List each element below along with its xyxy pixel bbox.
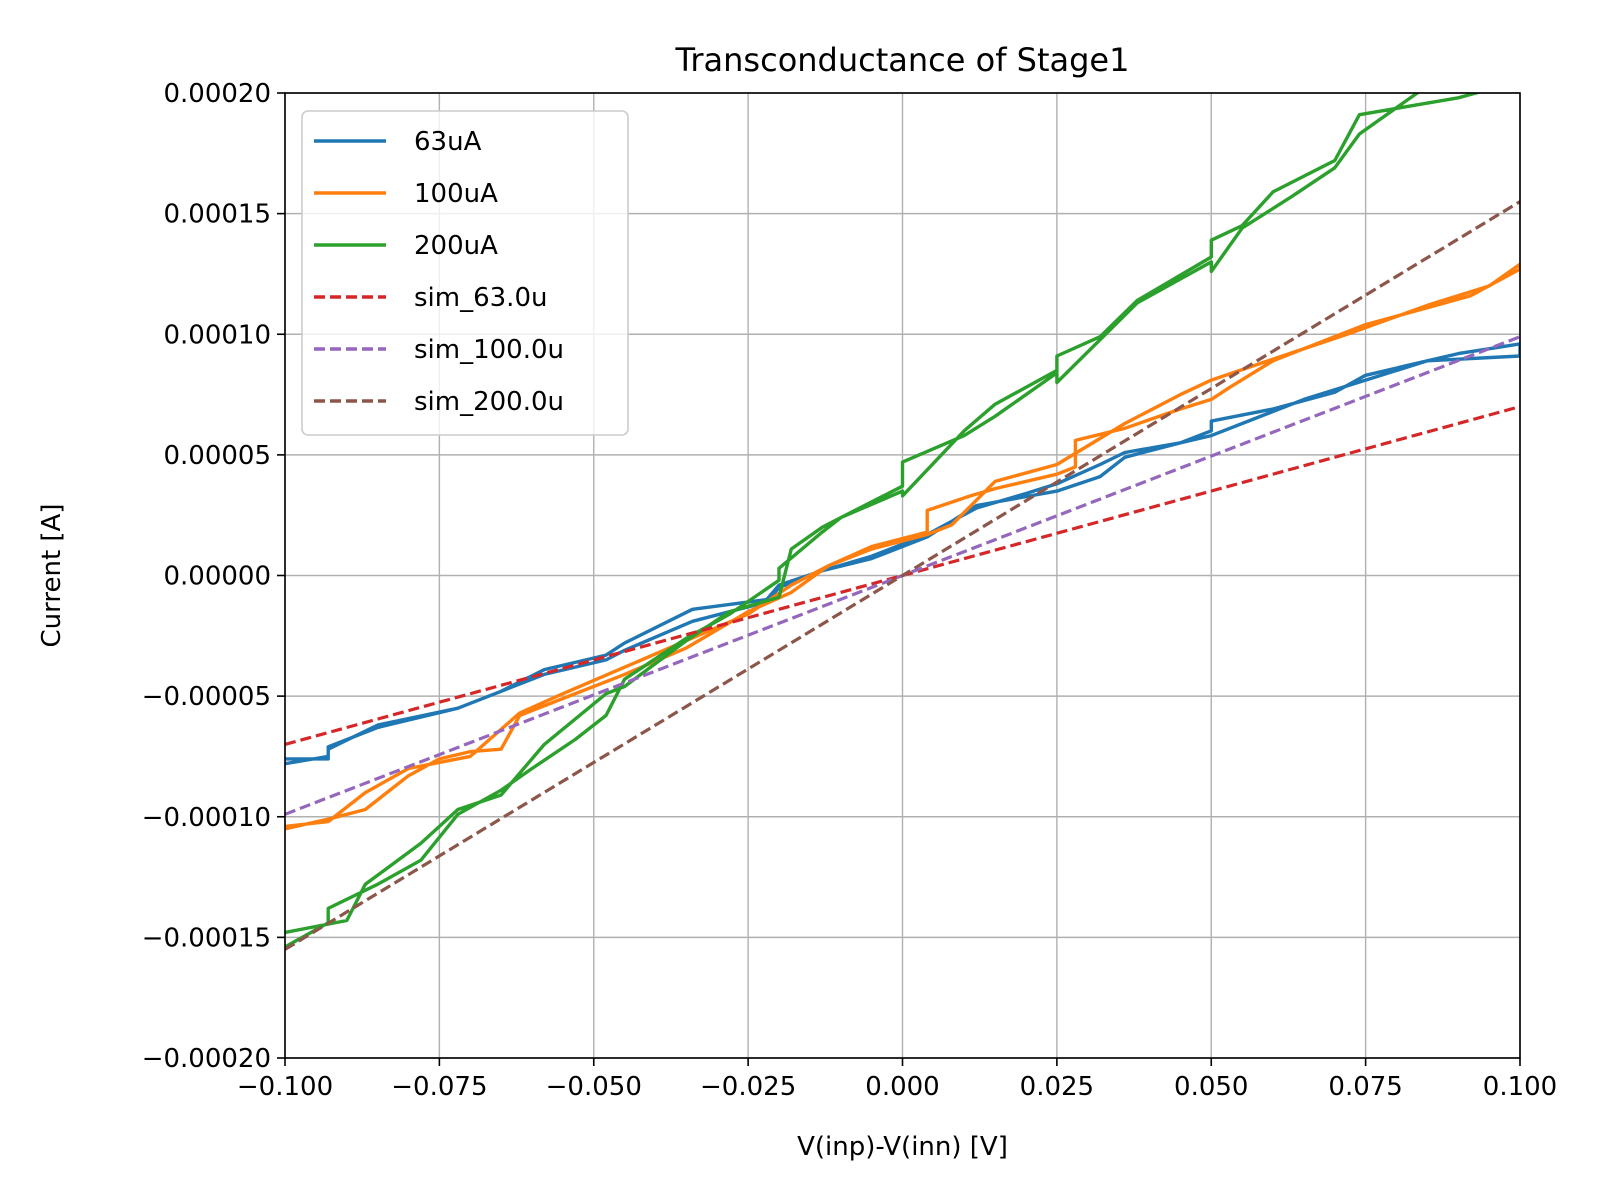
- chart-title: Transconductance of Stage1: [675, 41, 1130, 79]
- series-line-200ua: [285, 93, 1483, 949]
- y-tick-label: −0.00010: [142, 803, 271, 833]
- y-tick-label: −0.00020: [142, 1044, 271, 1074]
- x-tick-label: 0.100: [1483, 1072, 1557, 1102]
- legend-label: sim_63.0u: [414, 283, 547, 313]
- tick-group: −0.100 −0.075 −0.050 −0.025 0.000 0.025 0.050 0…: [142, 79, 1558, 1102]
- x-tick-label: −0.075: [391, 1072, 487, 1102]
- legend-label: 200uA: [414, 231, 498, 261]
- x-tick-label: 0.075: [1328, 1072, 1402, 1102]
- y-tick-label: −0.00005: [142, 682, 271, 712]
- legend-label: 100uA: [414, 179, 498, 209]
- series-group: [285, 93, 1520, 951]
- x-axis-title: V(inp)-V(inn) [V]: [797, 1132, 1008, 1162]
- y-axis-title: Current [A]: [37, 504, 67, 648]
- x-tick-label: −0.025: [700, 1072, 796, 1102]
- x-tick-label: −0.100: [237, 1072, 333, 1102]
- series-line-sim-200-0u: [285, 200, 1520, 951]
- legend: 63uA 100uA 200uA sim_63.0u sim_100.0u sim_200…: [301, 110, 629, 436]
- legend-label: 63uA: [414, 127, 482, 157]
- y-tick-label: 0.00020: [163, 79, 271, 109]
- x-tick-label: −0.050: [546, 1072, 642, 1102]
- legend-label: sim_100.0u: [414, 335, 564, 365]
- x-tick-label: 0.025: [1020, 1072, 1094, 1102]
- x-tick-label: 0.050: [1174, 1072, 1248, 1102]
- y-tick-label: −0.00015: [142, 923, 271, 953]
- y-tick-label: 0.00005: [163, 441, 271, 471]
- legend-label: sim_200.0u: [414, 387, 564, 417]
- y-tick-label: 0.00000: [163, 562, 271, 592]
- y-tick-label: 0.00010: [163, 320, 271, 350]
- x-tick-label: 0.000: [865, 1072, 939, 1102]
- y-tick-label: 0.00015: [163, 200, 271, 230]
- series-line-63ua: [285, 342, 1520, 766]
